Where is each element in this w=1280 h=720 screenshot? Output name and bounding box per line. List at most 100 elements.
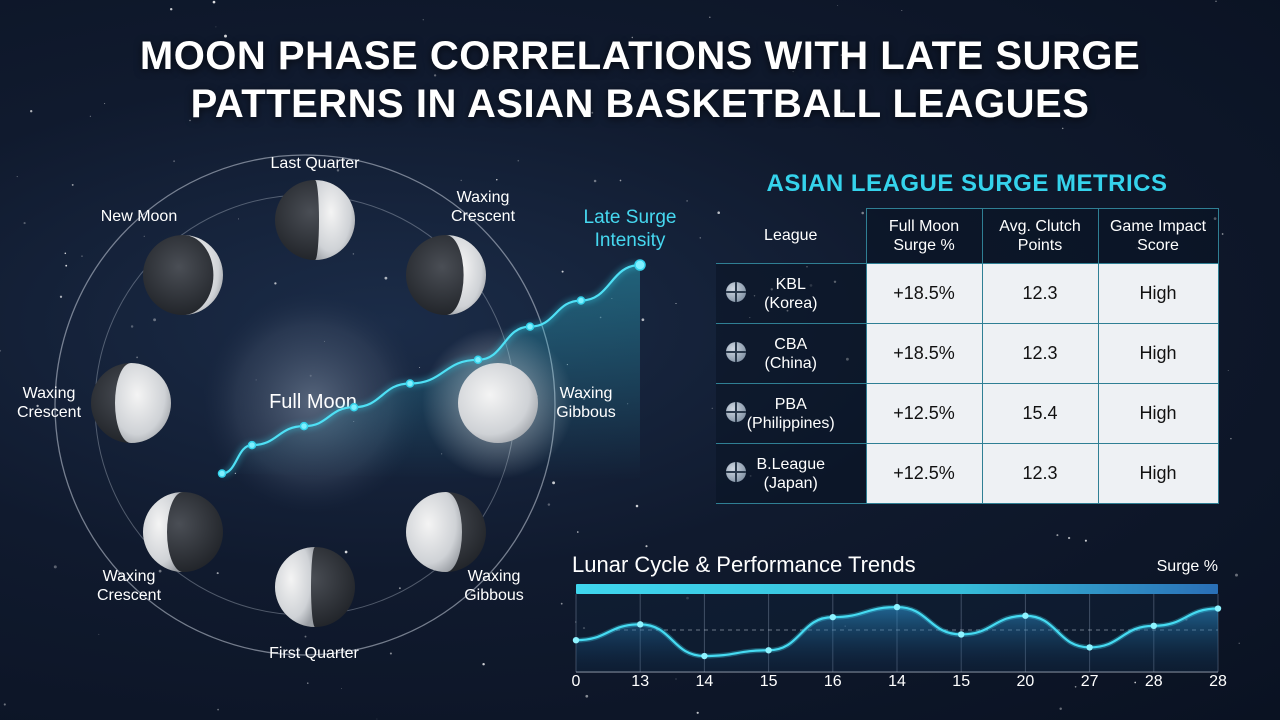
star <box>23 222 26 225</box>
star <box>36 404 39 408</box>
surge-cell: +18.5% <box>865 323 983 384</box>
moon-first-quarter <box>275 547 355 627</box>
star <box>304 635 307 638</box>
phase-label-line: Crescent <box>451 208 516 225</box>
trend-point <box>637 621 644 628</box>
league-name: KBL <box>775 275 806 293</box>
moon-disc <box>458 363 538 443</box>
moon-lit-portion <box>115 363 171 443</box>
star <box>173 160 176 163</box>
trend-point <box>958 631 965 638</box>
phase-label-line: Waxing <box>103 568 156 585</box>
basketball-icon <box>726 462 746 482</box>
star <box>344 550 348 554</box>
moon-lit-portion <box>275 547 315 627</box>
league-region: (Philippines) <box>746 414 835 432</box>
star <box>216 572 219 575</box>
surge-point <box>299 421 309 431</box>
basketball-icon <box>726 282 746 302</box>
star <box>901 9 903 12</box>
trend-x-tick: 15 <box>760 673 778 690</box>
surge-cell: +18.5% <box>865 263 983 324</box>
surge-line <box>217 259 646 478</box>
star <box>1074 685 1077 688</box>
trend-point <box>765 647 772 654</box>
trend-point <box>1022 612 1029 619</box>
phase-label-line: New Moon <box>101 208 177 225</box>
phase-label-line: Crescent <box>17 404 82 421</box>
star <box>696 711 699 714</box>
star <box>591 111 594 114</box>
star <box>1011 97 1013 99</box>
star <box>699 237 701 239</box>
phase-label-line: First Quarter <box>269 645 359 662</box>
star <box>562 52 565 56</box>
star <box>169 7 173 11</box>
phase-label: Waxing Gibbous <box>556 385 616 421</box>
league-cell: CBA (China) <box>716 323 867 384</box>
star <box>212 0 216 4</box>
star <box>1221 233 1224 235</box>
surge-point <box>525 322 535 331</box>
league-cell: KBL (Korea) <box>716 263 867 324</box>
phase-label: Waxing Crescent <box>17 385 82 421</box>
star <box>675 302 677 305</box>
star <box>340 688 342 690</box>
star <box>560 602 563 605</box>
phase-label-line: Last Quarter <box>271 155 361 172</box>
league-cell: B.League (Japan) <box>716 443 867 504</box>
clutch-cell: 12.3 <box>981 263 1099 324</box>
surge-point <box>247 440 257 450</box>
star <box>1084 539 1087 542</box>
star <box>16 176 18 178</box>
star <box>89 115 91 117</box>
star <box>482 662 485 666</box>
star <box>143 235 145 237</box>
moon-waning-crescent <box>143 492 223 572</box>
phase-label: Waxing Crescent <box>97 568 162 604</box>
star <box>3 703 6 706</box>
star <box>65 264 68 267</box>
table-header-row: League Full Moon Surge % Avg. Clutch Poi… <box>716 208 1219 264</box>
trend-x-tick: 13 <box>631 673 649 690</box>
star <box>641 318 645 322</box>
phase-label-line: Gibbous <box>556 404 616 421</box>
moon-waning-gibbous <box>406 492 486 572</box>
star <box>130 325 134 328</box>
phase-label-line: Waxing <box>457 189 510 206</box>
star <box>59 295 63 298</box>
star <box>398 587 401 590</box>
phase-label-line: Waxing <box>560 385 613 402</box>
star <box>336 169 340 172</box>
surge-point <box>217 469 227 478</box>
clutch-cell: 12.3 <box>981 323 1099 384</box>
star <box>842 109 845 113</box>
star <box>761 102 764 105</box>
star <box>792 71 794 73</box>
trend-x-tick: 15 <box>952 673 970 690</box>
header-full-moon-surge: Full Moon Surge % <box>865 208 983 264</box>
impact-cell: High <box>1097 383 1219 444</box>
star <box>1059 707 1062 711</box>
star <box>274 282 277 285</box>
star <box>496 179 498 181</box>
moon-new <box>143 235 223 315</box>
full-moon-center-label: Full Moon <box>269 391 357 413</box>
star <box>71 183 74 186</box>
star <box>1235 573 1238 577</box>
clutch-cell: 12.3 <box>981 443 1099 504</box>
star <box>136 356 138 359</box>
moon-lit-portion <box>183 235 223 315</box>
surge-intensity-label-line-2: Intensity <box>595 230 666 251</box>
star <box>485 64 488 67</box>
surge-point <box>405 379 415 388</box>
star <box>98 633 100 635</box>
star <box>1215 0 1217 3</box>
star <box>593 179 597 183</box>
table-row: CBA (China) +18.5% 12.3 High <box>716 323 1219 384</box>
star <box>30 110 33 113</box>
header-league: League <box>716 208 867 264</box>
star <box>53 565 57 569</box>
surge-cell: +12.5% <box>865 383 983 444</box>
